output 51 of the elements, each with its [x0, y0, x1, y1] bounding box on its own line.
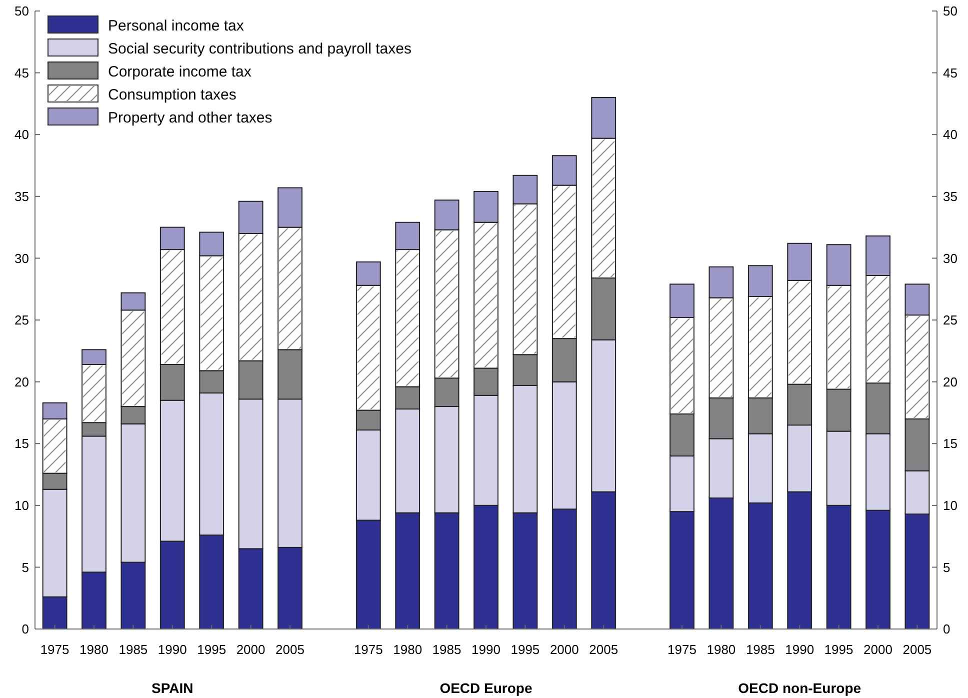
- y-tick-label: 5: [22, 560, 29, 575]
- text: OECD Europe: [440, 680, 532, 696]
- x-tick-label: 1985: [432, 642, 462, 657]
- y2-tick-label: 0: [943, 622, 950, 637]
- y-tick-label: 40: [14, 127, 29, 142]
- legend-label: Consumption taxes: [108, 86, 236, 104]
- y2-tick-label: 30: [943, 250, 958, 266]
- x-tick-label: 2005: [276, 642, 304, 657]
- x-tick-label: 1995: [197, 642, 226, 657]
- y-tick-label: 35: [14, 188, 29, 204]
- y2-tick-label: 10: [943, 498, 958, 513]
- x-tick-label: 2000: [236, 642, 266, 657]
- y2-tick-label: 45: [943, 65, 958, 80]
- x-tick-label: 2000: [550, 642, 579, 657]
- legend-label: Corporate income tax: [108, 63, 252, 80]
- y-tick-label: 10: [14, 498, 29, 513]
- x-tick-label: 1995: [510, 642, 540, 657]
- legend-label: Personal income tax: [108, 17, 244, 34]
- text: SPAIN: [152, 680, 194, 696]
- x-tick-label: 1975: [40, 642, 70, 657]
- y2-tick-label: 20: [943, 374, 958, 390]
- y2-tick-label: 40: [943, 127, 958, 142]
- y2-tick-label: 50: [943, 4, 958, 19]
- y-tick-label: 0: [22, 622, 29, 637]
- y-tick-label: 45: [14, 65, 29, 80]
- text: OECD non-Europe: [738, 680, 862, 696]
- x-tick-label: 2000: [864, 642, 892, 657]
- legend-label: Property and other taxes: [108, 109, 272, 126]
- y2-tick-label: 35: [943, 188, 958, 204]
- x-tick-label: 1990: [472, 642, 500, 657]
- y-tick-label: 50: [14, 4, 29, 19]
- x-tick-label: 1980: [80, 642, 108, 657]
- x-tick-label: 2005: [902, 642, 932, 657]
- x-tick-label: 1985: [746, 642, 775, 657]
- legend-label: Social security contributions and payroll taxes: [108, 40, 412, 58]
- x-tick-label: 1990: [785, 642, 814, 657]
- x-tick-label: 1975: [668, 642, 696, 657]
- y2-tick-label: 25: [943, 312, 958, 328]
- y-tick-label: 30: [14, 250, 29, 266]
- y-tick-label: 20: [14, 374, 29, 390]
- x-tick-label: 1985: [118, 642, 148, 657]
- x-tick-label: 1980: [706, 642, 736, 657]
- y2-tick-label: 15: [943, 436, 958, 452]
- y-tick-label: 15: [14, 436, 29, 452]
- x-tick-label: 1990: [158, 642, 187, 657]
- x-tick-label: 2005: [589, 642, 618, 657]
- x-tick-label: 1975: [354, 642, 383, 657]
- x-tick-label: 1980: [393, 642, 422, 657]
- y-tick-label: 25: [14, 312, 29, 328]
- x-tick-label: 1995: [824, 642, 854, 657]
- y2-tick-label: 5: [943, 560, 950, 575]
